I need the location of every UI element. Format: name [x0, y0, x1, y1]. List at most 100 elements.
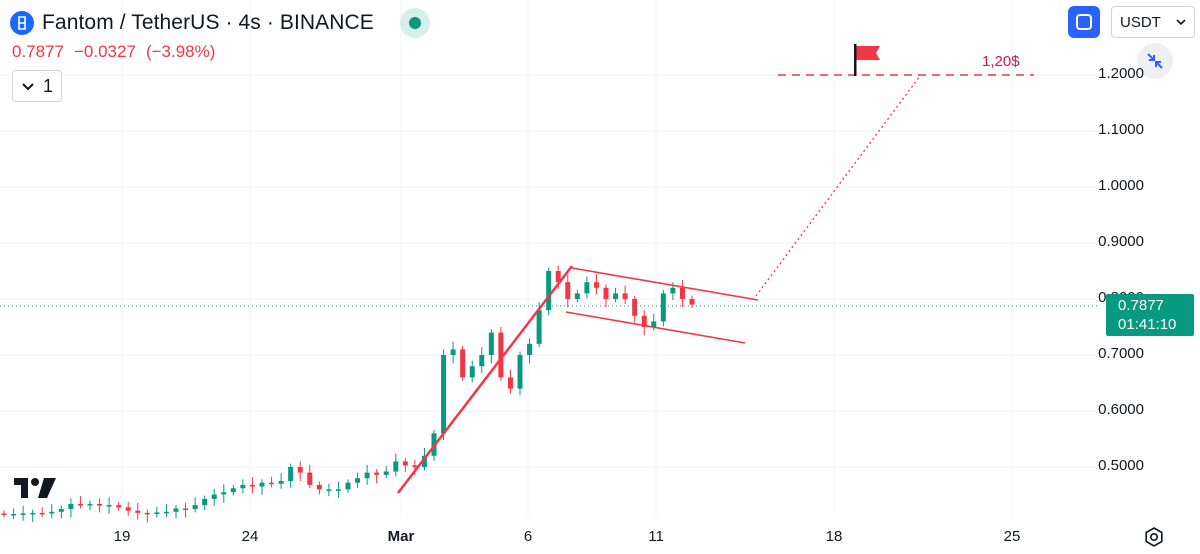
tradingview-logo-icon[interactable]: [14, 476, 58, 505]
channel-lower-line: [565, 311, 746, 344]
candle-body: [49, 511, 55, 514]
candle-body: [402, 461, 408, 466]
impulse-trend-line: [397, 265, 573, 494]
collapse-indicators-button[interactable]: 1: [12, 70, 62, 102]
candle-body: [316, 484, 322, 490]
candle-body: [613, 293, 619, 299]
y-tick-label: 1.2000: [1098, 65, 1144, 82]
candle-body: [679, 287, 685, 299]
price-change: −0.0327: [74, 42, 136, 61]
candle-body: [30, 512, 36, 515]
candle-body: [20, 513, 26, 515]
target-price-label: 1,20$: [982, 53, 1020, 70]
candle-body: [498, 332, 504, 378]
candle-body: [603, 287, 609, 299]
candle-body: [383, 471, 389, 475]
candle-body: [87, 503, 93, 506]
y-tick-label: 0.9000: [1098, 233, 1144, 250]
candle-body: [230, 488, 236, 493]
fullscreen-icon: [1076, 14, 1092, 30]
candle-body: [689, 299, 695, 305]
candle-body: [450, 349, 456, 355]
candle-body: [469, 366, 475, 378]
market-open-icon[interactable]: [399, 8, 430, 38]
candle-body: [326, 489, 332, 491]
chevron-down-icon: [21, 76, 35, 97]
indicator-count: 1: [42, 75, 53, 96]
candle-body: [517, 355, 523, 389]
fullscreen-button[interactable]: [1068, 6, 1100, 38]
last-price-tag-value: 0.7877: [1118, 297, 1164, 314]
projection-dotted-line: [755, 75, 921, 297]
symbol-title[interactable]: Fantom / TetherUS · 4s · BINANCE: [42, 11, 374, 34]
gear-icon: [1145, 527, 1163, 547]
candle-body: [584, 282, 590, 294]
fantom-logo-icon: [10, 11, 34, 35]
candle-body: [211, 494, 217, 499]
candle-body: [555, 271, 561, 283]
x-tick-label: 24: [241, 528, 259, 545]
last-price: 0.7877: [12, 42, 64, 61]
candle-body: [288, 467, 294, 481]
candle-body: [58, 509, 64, 512]
candle-body: [307, 472, 313, 485]
candle-body: [135, 510, 141, 513]
candle-body: [278, 481, 284, 484]
chart-drawings: [0, 74, 1100, 494]
candle-body: [632, 299, 638, 316]
candle-body: [412, 465, 418, 467]
channel-upper-line: [571, 267, 759, 301]
candle-body: [641, 315, 647, 327]
candle-body: [221, 492, 227, 495]
candle-body: [144, 512, 150, 515]
last-price-tag: 0.7877 01:41:10: [1106, 294, 1194, 336]
candle-body: [173, 508, 179, 512]
candle-body: [106, 505, 112, 507]
candle-body: [163, 511, 169, 514]
candle-body: [202, 498, 208, 506]
candle-body: [355, 478, 361, 483]
collapse-arrows-icon: [1147, 53, 1163, 69]
candle-body: [249, 484, 255, 487]
x-tick-label: 11: [648, 528, 664, 545]
candle-body: [593, 282, 599, 288]
candle-body: [536, 310, 542, 344]
candle-body: [192, 505, 198, 509]
candle-body: [259, 482, 265, 487]
candle-body: [479, 355, 485, 367]
price-change-percent: (−3.98%): [145, 42, 216, 61]
y-tick-label: 0.5000: [1098, 457, 1144, 474]
candle-body: [39, 512, 45, 515]
candle-body: [527, 343, 533, 355]
candle-body: [660, 293, 666, 322]
price-change-row: 0.7877 −0.0327 (−3.98%): [12, 42, 225, 62]
candle-body: [125, 507, 131, 511]
currency-value: USDT: [1120, 13, 1161, 31]
candle-body: [460, 349, 466, 378]
chart-grid: [0, 0, 1100, 515]
candle-body: [345, 482, 351, 490]
candle-body: [11, 514, 17, 516]
candle-body: [364, 472, 370, 479]
candle-body: [240, 484, 246, 489]
y-tick-label: 0.7000: [1098, 345, 1144, 362]
collapse-button[interactable]: [1137, 43, 1173, 79]
candle-body: [507, 377, 513, 389]
chart-settings-button[interactable]: [1143, 526, 1165, 553]
chevron-down-icon: [1176, 19, 1186, 26]
candle-body: [154, 512, 160, 515]
candle-body: [68, 503, 74, 509]
candle-body: [546, 271, 552, 311]
candle-body: [488, 332, 494, 355]
x-tick-label: 19: [113, 528, 131, 545]
candle-body: [374, 472, 380, 475]
x-tick-label: 18: [825, 528, 843, 545]
candle-body: [77, 503, 83, 506]
bar-countdown: 01:41:10: [1118, 316, 1177, 333]
candle-body: [97, 503, 103, 506]
chart-header: Fantom / TetherUS · 4s · BINANCE: [10, 8, 430, 38]
currency-select[interactable]: USDT: [1111, 6, 1195, 38]
candle-body: [574, 293, 580, 299]
candle-body: [335, 489, 341, 491]
